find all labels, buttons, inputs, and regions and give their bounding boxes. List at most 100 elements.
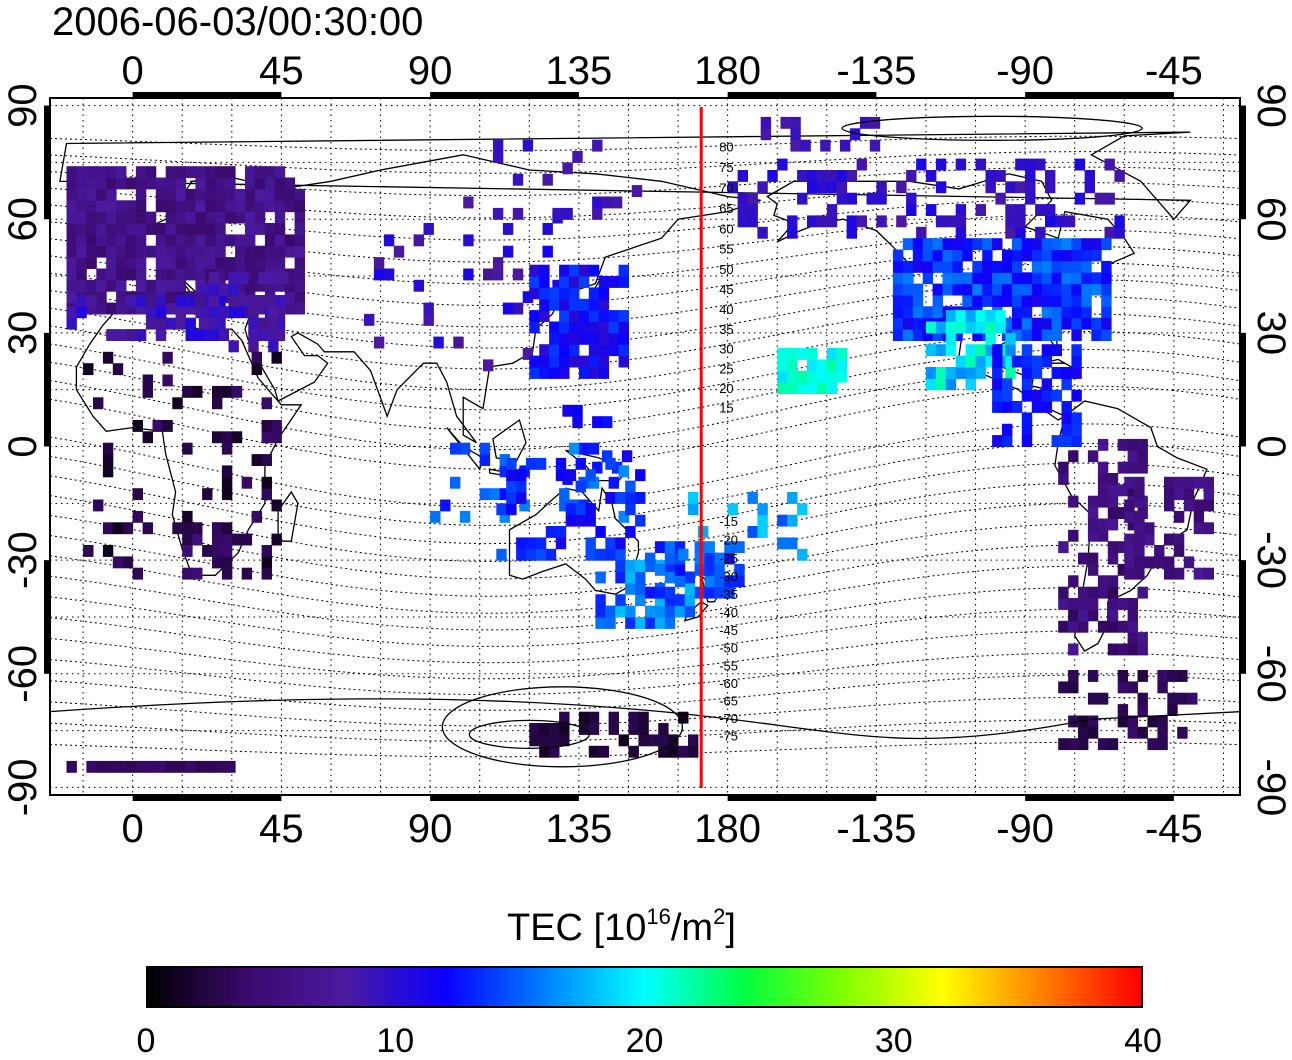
tec-pixel [512,173,524,186]
tec-pixel [1134,488,1145,501]
tec-pixel [185,234,196,247]
colorbar-title: TEC [1016/m2] [507,906,736,950]
tec-pixel [245,177,256,190]
tec-pixel [1061,260,1072,273]
tec-pixel [145,306,157,319]
tec-pixel [992,344,1003,357]
tec-pixel [1137,643,1148,656]
frame-bar-bottom [132,795,282,801]
longitude-tick-label: 180 [694,807,761,851]
tec-pixel [535,548,547,561]
tec-pixel [727,181,738,194]
tec-pixel [205,329,216,341]
tec-pixel [559,321,570,334]
tec-pixel [499,488,510,501]
tec-pixel [618,321,629,334]
magnetic-latitude-contour [50,442,1240,526]
tec-pixel [1061,249,1072,262]
tec-pixel [598,276,610,288]
tec-pixel [1035,226,1046,239]
tec-pixel [1183,476,1195,489]
tec-pixel [165,177,177,190]
tec-pixel [1087,495,1099,508]
tec-pixel [116,223,127,235]
tec-pixel [450,476,461,489]
tec-pixel [985,344,996,357]
tec-pixel [578,367,590,379]
tec-pixel [688,745,699,758]
tec-pixel [578,298,590,311]
tec-pixel [780,116,791,129]
tec-pixel [208,295,220,307]
tec-pixel [1051,306,1062,319]
tec-pixel [1203,567,1214,580]
tec-pixel [674,541,686,554]
tec-pixel [1097,529,1109,542]
tec-pixel [615,605,626,618]
tec-pixel [284,200,296,213]
tec-pixel [995,170,1006,182]
tec-pixel [1117,563,1129,576]
tec-pixel [615,560,626,572]
tec-pixel [205,211,216,224]
tec-pixel [1081,272,1092,285]
tec-pixel [231,533,243,546]
tec-pixel [869,139,881,152]
tec-pixel [578,442,590,455]
tec-pixel [1127,620,1138,633]
latitude-labels-left: 90 60 30 0 -30 -60 -90 [1,83,45,816]
tec-pixel [1173,488,1185,501]
tec-pixel [1041,344,1053,357]
tec-pixel [549,745,560,758]
tec-pixel [1071,355,1082,368]
tec-pixel [248,340,259,353]
tec-pixel [1154,556,1165,569]
tec-pixel [539,298,550,311]
tec-pixel [945,344,957,357]
tec-pixel [66,257,77,269]
tec-pixel [674,563,686,576]
tec-pixel [526,537,537,550]
tec-pixel [1051,283,1062,296]
tec-pixel [734,541,745,554]
tec-pixel [208,283,220,296]
tec-pixel [975,158,986,171]
tec-pixel [902,260,914,273]
tec-pixel [1193,522,1205,535]
tec-pixel [1061,283,1072,296]
tec-pixel [221,567,233,580]
tec-pixel [952,249,963,262]
tec-pixel [261,397,272,410]
tec-pixel [846,215,857,228]
tec-pixel [816,382,828,394]
frame-bar-left [44,105,50,220]
tec-pixel [916,226,927,239]
tec-pixel [952,260,963,273]
tec-pixel [664,586,676,599]
tec-pixel [598,367,610,379]
tec-pixel [704,552,715,565]
tec-pixel [1157,715,1168,728]
tec-pixel [892,317,904,330]
tec-pixel [254,329,266,341]
tec-pixel [797,192,808,205]
tec-pixel [608,344,619,357]
tec-pixel [674,605,686,618]
tec-pixel [215,760,226,773]
tec-pixel [274,211,286,224]
tec-pixel [195,245,206,258]
tec-pixel [869,116,881,129]
tec-pixel [261,420,272,432]
tec-pixel [618,510,629,523]
tec-pixel [922,249,934,262]
tec-pixel [215,177,226,190]
tec-pixel [992,435,1003,447]
tec-pixel [922,238,934,251]
tec-pixel [757,226,768,239]
tec-pixel [1005,215,1016,228]
tec-pixel [1071,344,1082,357]
tec-pixel [1021,295,1033,307]
tec-pixel [1078,715,1089,728]
tec-pixel [955,215,967,228]
tec-pixel [807,359,818,372]
